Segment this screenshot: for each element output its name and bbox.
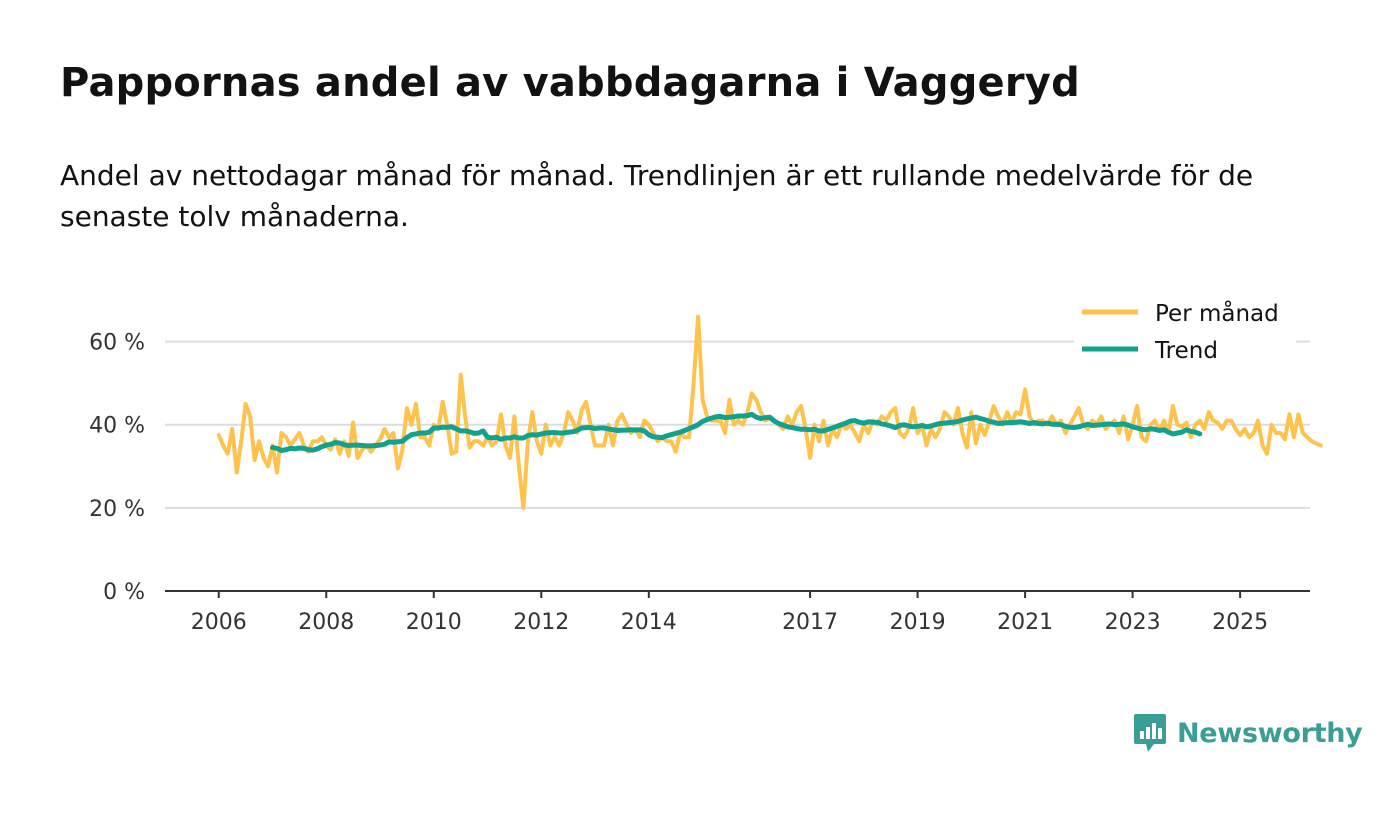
x-tick-label: 2023 (1105, 610, 1161, 635)
line-chart: 0 % 20 % 40 % 60 % 2006 2008 2010 2012 2014 2017… (89, 296, 1323, 635)
y-tick-label: 0 % (103, 580, 145, 605)
x-tick-label: 2017 (782, 610, 838, 635)
x-axis-ticks: 2006 2008 2010 2012 2014 2017 2019 2021 2023 2025 (191, 591, 1268, 635)
chart-title: Pappornas andel av vabbdagarna i Vaggery… (60, 60, 1080, 106)
x-tick-label: 2012 (513, 610, 569, 635)
chart-subtitle: Andel av nettodagar månad för månad. Tre… (60, 159, 1254, 233)
x-tick-label: 2021 (997, 610, 1053, 635)
x-tick-label: 2014 (621, 610, 677, 635)
y-tick-label: 60 % (89, 331, 145, 356)
newsworthy-logo-icon (1134, 714, 1166, 752)
series-line-trend (270, 411, 1203, 453)
series-lines (216, 314, 1323, 510)
legend-label-per-manad: Per månad (1155, 299, 1279, 327)
gridlines (165, 340, 1310, 592)
x-tick-label: 2008 (298, 610, 354, 635)
y-axis-ticks: 0 % 20 % 40 % 60 % (89, 331, 145, 605)
x-tick-label: 2025 (1212, 610, 1268, 635)
legend: Per månad Trend (1074, 296, 1296, 368)
x-tick-label: 2019 (890, 610, 946, 635)
newsworthy-brand: Newsworthy (1133, 711, 1363, 755)
x-tick-label: 2010 (406, 610, 462, 635)
y-tick-label: 40 % (89, 414, 145, 439)
x-tick-label: 2006 (191, 610, 247, 635)
y-tick-label: 20 % (89, 497, 145, 522)
legend-label-trend: Trend (1154, 338, 1218, 364)
newsworthy-brand-name: Newsworthy (1177, 717, 1363, 749)
legend-background (1074, 296, 1296, 368)
